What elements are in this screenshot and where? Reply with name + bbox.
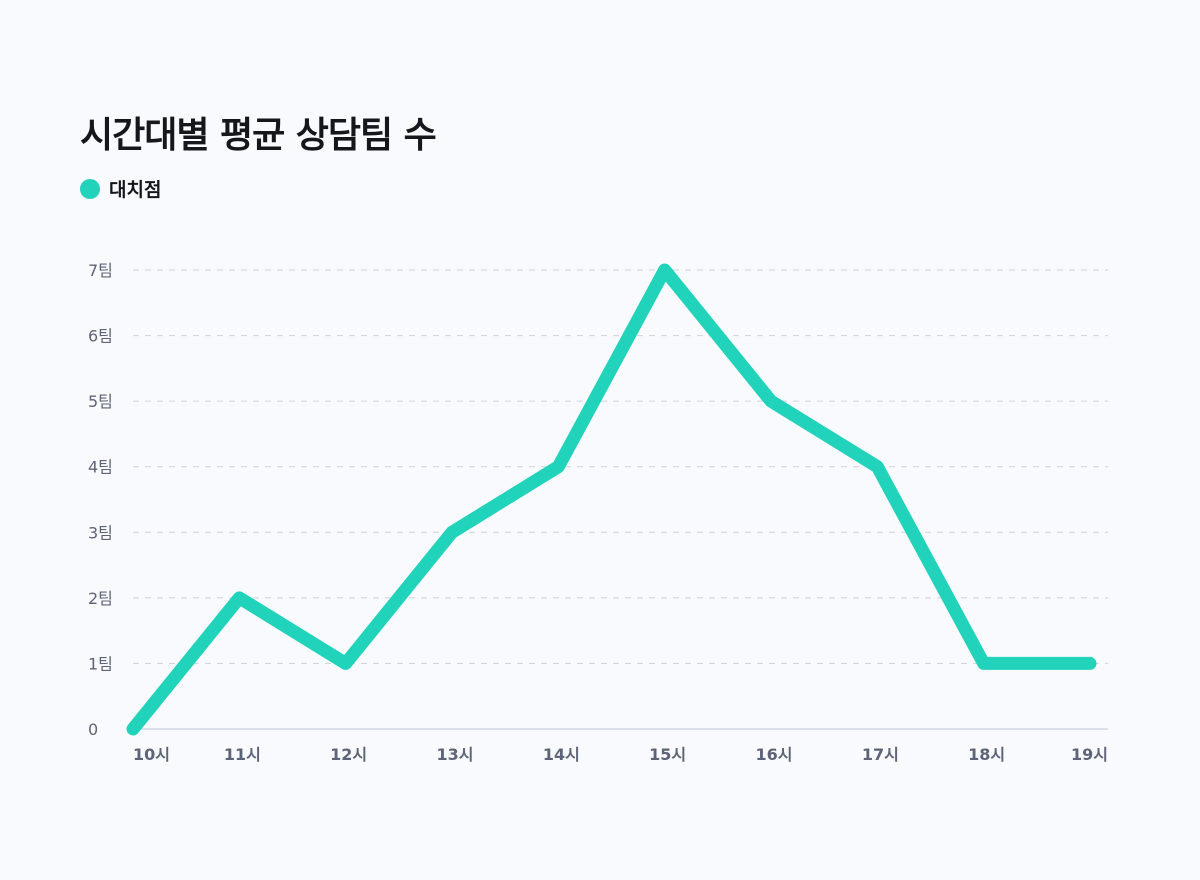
data-point [663,269,666,271]
legend-swatch [80,178,100,199]
data-point [344,662,347,665]
y-tick-label: 0 [88,720,98,739]
x-tick-label: 10시 [133,745,170,764]
x-tick-label: 13시 [437,745,474,764]
data-point [451,531,453,534]
x-tick-label: 16시 [756,745,793,764]
data-point [238,596,241,599]
y-tick-label: 5팀 [88,392,113,411]
data-point [982,662,985,665]
y-tick-label: 1팀 [88,654,113,673]
x-tick-label: 17시 [862,745,899,764]
data-point [1089,662,1091,665]
data-point [876,465,879,468]
y-tick-label: 7팀 [88,261,113,280]
legend-label: 대치점 [109,179,162,201]
data-point [770,400,772,403]
y-tick-label: 6팀 [88,327,113,346]
y-tick-label: 4팀 [88,458,113,477]
y-tick-label: 2팀 [88,589,113,608]
series-layer [126,263,1097,736]
legend: 대치점 [80,175,161,202]
data-point [557,465,560,468]
x-tick-label: 15시 [649,745,686,764]
y-tick-label: 3팀 [88,523,113,542]
x-tick-label: 19시 [1071,745,1108,764]
chart-title: 시간대별 평균 상담팀 수 [80,115,437,156]
x-tick-label: 18시 [968,745,1005,764]
x-axis: 10시 11시 12시 13시 14시 15시 16시 17시 18시 19시 [133,745,1108,764]
grid-lines [133,269,1108,730]
data-point [132,728,134,730]
x-tick-label: 14시 [543,745,580,764]
series-line [126,263,1097,736]
x-tick-label: 11시 [224,745,261,764]
y-axis: 0 1팀 2팀 3팀 4팀 5팀 6팀 7팀 [88,261,113,739]
x-tick-label: 12시 [330,745,367,764]
